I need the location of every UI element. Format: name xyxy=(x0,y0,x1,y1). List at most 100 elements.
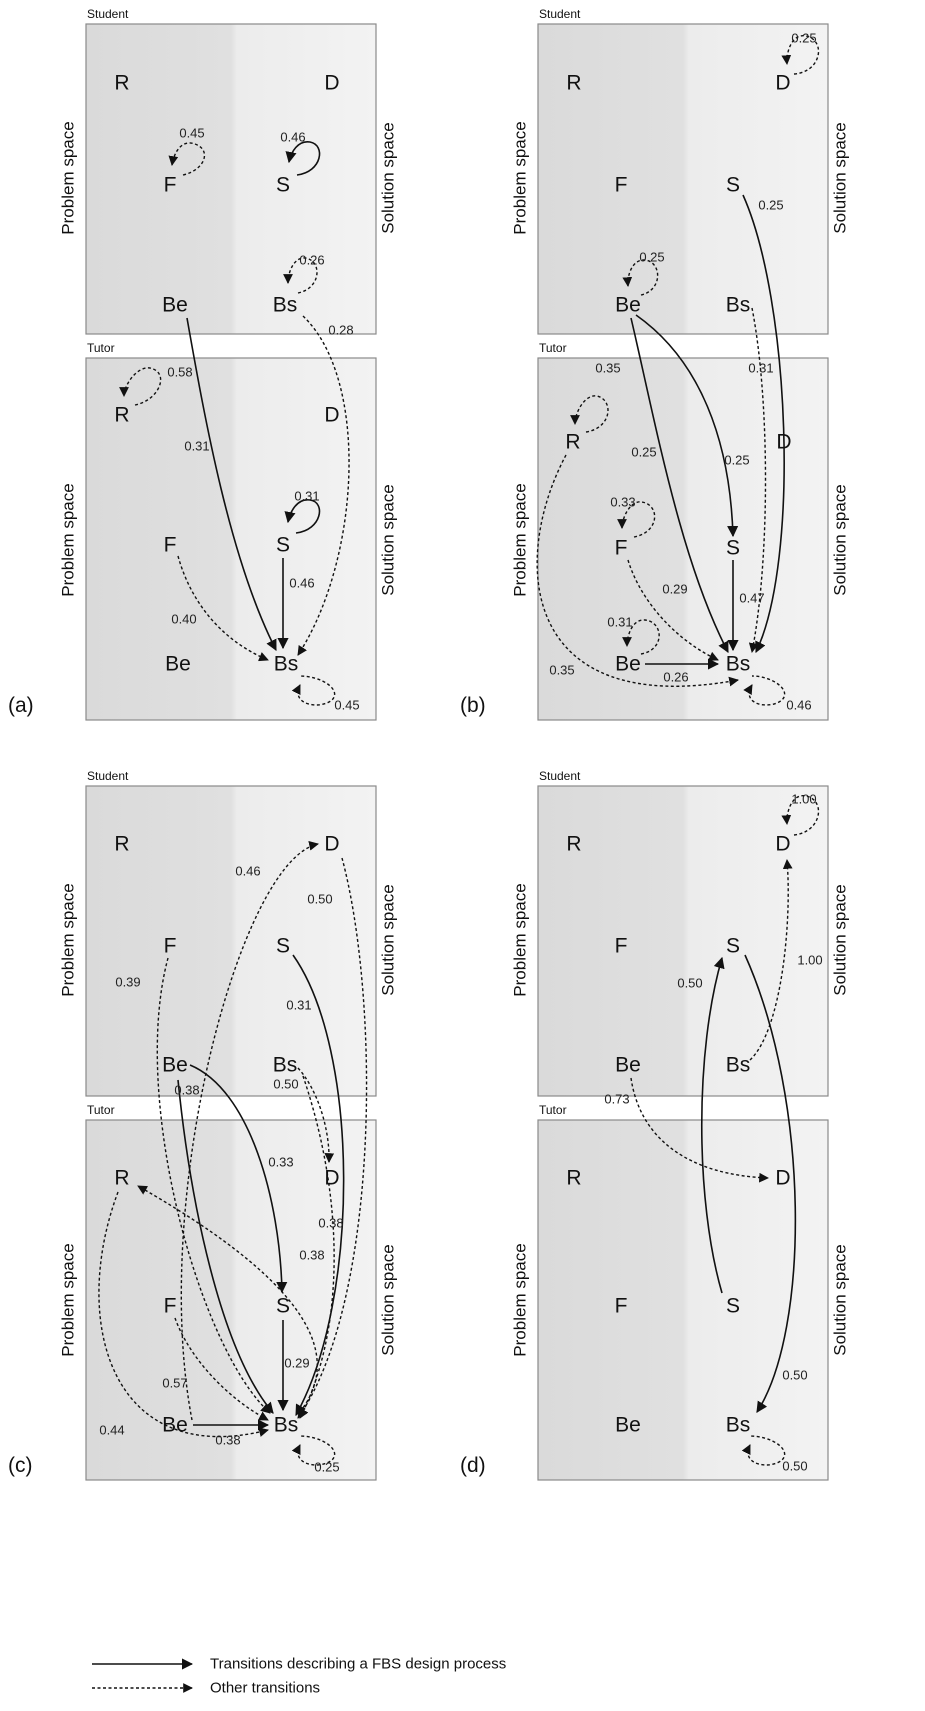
edge-label: 0.50 xyxy=(782,1368,807,1383)
node-r: R xyxy=(566,72,581,95)
edge-label: 0.25 xyxy=(724,453,749,468)
node-bs: Bs xyxy=(273,294,298,317)
node-f: F xyxy=(164,935,177,958)
edge-label: 0.46 xyxy=(786,698,811,713)
node-d: D xyxy=(324,1167,339,1190)
edge-label: 0.25 xyxy=(758,198,783,213)
node-bs: Bs xyxy=(274,653,299,676)
student-title: Student xyxy=(87,7,129,21)
transition-arrow xyxy=(156,957,271,1414)
transition-arrow xyxy=(291,1435,336,1466)
transition-arrow xyxy=(177,1079,274,1414)
node-d: D xyxy=(324,833,339,856)
transition-arrow xyxy=(744,954,797,1413)
edge-label: 0.25 xyxy=(631,445,656,460)
edge-label: 0.46 xyxy=(289,576,314,591)
transition-arrow xyxy=(168,142,206,176)
edge-label: 0.50 xyxy=(782,1459,807,1474)
edge-label: 0.46 xyxy=(280,130,305,145)
node-s: S xyxy=(726,537,740,560)
edge-label: 0.46 xyxy=(235,864,260,879)
student-box xyxy=(537,23,829,335)
problem-space-label: Problem space xyxy=(59,121,78,234)
edge-label: 0.31 xyxy=(748,361,773,376)
edge-label: 0.47 xyxy=(739,591,764,606)
edge-label: 0.35 xyxy=(595,361,620,376)
node-r: R xyxy=(566,1167,581,1190)
edge-label: 0.31 xyxy=(294,489,319,504)
student-box xyxy=(85,23,377,335)
node-r: R xyxy=(114,404,129,427)
node-s: S xyxy=(726,1295,740,1318)
panel-label: (c) xyxy=(8,1454,33,1477)
transition-arrow xyxy=(536,454,739,687)
edge-label: 0.45 xyxy=(179,126,204,141)
edge-label: 0.28 xyxy=(328,323,353,338)
solution-space-label: Solution space xyxy=(379,1244,398,1356)
edge-label: 0.33 xyxy=(268,1155,293,1170)
transition-arrow xyxy=(742,194,785,654)
node-be: Be xyxy=(615,1414,641,1437)
node-f: F xyxy=(615,935,628,958)
node-s: S xyxy=(276,1295,290,1318)
edge-label: 0.38 xyxy=(299,1248,324,1263)
transition-arrow xyxy=(283,257,318,294)
student-box xyxy=(85,785,377,1097)
transition-arrow xyxy=(292,954,345,1416)
student-title: Student xyxy=(539,7,581,21)
node-d: D xyxy=(324,404,339,427)
panel-label: (b) xyxy=(460,694,486,717)
edge-label: 0.38 xyxy=(318,1216,343,1231)
tutor-title: Tutor xyxy=(87,341,115,355)
node-f: F xyxy=(615,174,628,197)
solution-space-label: Solution space xyxy=(831,884,850,996)
edge-label: 1.00 xyxy=(797,953,822,968)
solution-space-label: Solution space xyxy=(831,484,850,596)
edge-label: 0.57 xyxy=(162,1376,187,1391)
node-r: R xyxy=(114,1167,129,1190)
panel-b: Student Problem space Solution space R D… xyxy=(460,7,850,721)
node-s: S xyxy=(276,534,290,557)
node-f: F xyxy=(615,537,628,560)
transition-arrow xyxy=(189,1064,288,1294)
node-r: R xyxy=(114,833,129,856)
node-s: S xyxy=(276,174,290,197)
edge-label: 0.26 xyxy=(299,253,324,268)
solution-space-label: Solution space xyxy=(831,122,850,234)
edge-label: 0.26 xyxy=(663,670,688,685)
transition-arrow xyxy=(285,141,321,176)
problem-space-label: Problem space xyxy=(511,483,530,596)
edge-label: 0.29 xyxy=(662,582,687,597)
node-s: S xyxy=(726,174,740,197)
edge-label: 0.50 xyxy=(273,1077,298,1092)
transition-arrow xyxy=(186,317,277,651)
panel-d: Student Problem space Solution space R D… xyxy=(460,769,850,1481)
edge-label: 0.58 xyxy=(167,365,192,380)
node-be: Be xyxy=(615,294,641,317)
transition-arrow xyxy=(617,501,656,538)
edge-label: 0.25 xyxy=(639,250,664,265)
transition-arrow xyxy=(284,499,321,534)
problem-space-label: Problem space xyxy=(59,883,78,996)
node-bs: Bs xyxy=(726,653,751,676)
edge-label: 0.35 xyxy=(549,663,574,678)
solution-space-label: Solution space xyxy=(831,1244,850,1356)
student-title: Student xyxy=(539,769,581,783)
transition-arrow xyxy=(297,315,350,656)
node-r: R xyxy=(565,431,580,454)
node-bs: Bs xyxy=(273,1054,298,1077)
panel-a: Student Problem space Solution space R D… xyxy=(8,7,398,721)
transition-arrow xyxy=(627,559,719,661)
edge-label: 0.73 xyxy=(604,1092,629,1107)
tutor-title: Tutor xyxy=(539,341,567,355)
node-f: F xyxy=(164,1295,177,1318)
edge-label: 0.25 xyxy=(791,31,816,46)
student-title: Student xyxy=(87,769,129,783)
edge-label: 0.45 xyxy=(334,698,359,713)
node-r: R xyxy=(566,833,581,856)
node-bs: Bs xyxy=(274,1414,299,1437)
legend: Transitions describing a FBS design proc… xyxy=(92,1656,506,1697)
node-be: Be xyxy=(615,653,641,676)
legend-solid-label: Transitions describing a FBS design proc… xyxy=(210,1656,506,1673)
